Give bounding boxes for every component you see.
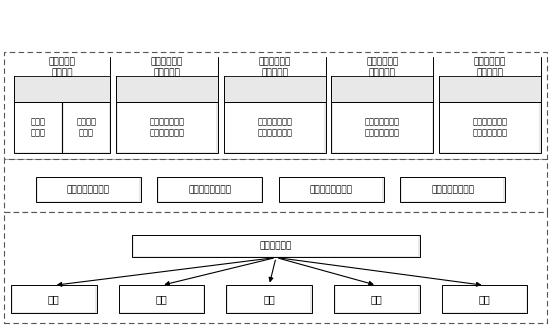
Bar xyxy=(336,286,418,312)
Bar xyxy=(331,102,433,153)
Text: 知识库参
数编辑: 知识库参 数编辑 xyxy=(76,117,97,137)
Text: 浏览: 浏览 xyxy=(479,294,490,304)
Text: 故障类型表的
定义和编辑: 故障类型表的 定义和编辑 xyxy=(151,57,183,77)
Text: 查询: 查询 xyxy=(156,294,167,304)
Bar xyxy=(11,285,97,313)
Bar xyxy=(15,103,61,152)
Bar xyxy=(157,177,262,202)
Bar xyxy=(4,52,547,159)
Text: 知识库的定
义和编辑: 知识库的定 义和编辑 xyxy=(49,57,76,77)
Bar xyxy=(116,57,218,102)
Bar xyxy=(334,285,420,313)
Bar xyxy=(13,286,95,312)
Text: 规则的定义、添
加、修改和删除: 规则的定义、添 加、修改和删除 xyxy=(473,117,507,137)
Bar xyxy=(118,103,216,152)
Bar xyxy=(280,178,382,201)
Bar xyxy=(64,103,109,152)
Text: 知识的一致性检查: 知识的一致性检查 xyxy=(188,185,231,194)
Bar xyxy=(4,159,547,212)
Bar xyxy=(62,102,110,153)
Bar xyxy=(400,177,505,202)
Bar xyxy=(134,236,418,256)
Bar xyxy=(224,57,326,102)
Bar xyxy=(440,103,539,152)
Bar xyxy=(439,102,541,153)
Text: 修改: 修改 xyxy=(263,294,275,304)
Bar xyxy=(402,178,503,201)
Text: 知识的冗余性检查: 知识的冗余性检查 xyxy=(431,185,474,194)
Text: 删除: 删除 xyxy=(371,294,383,304)
Bar xyxy=(279,177,384,202)
Bar xyxy=(224,57,326,76)
Bar xyxy=(443,286,526,312)
Text: 知识的正确性检查: 知识的正确性检查 xyxy=(67,185,110,194)
Bar xyxy=(226,285,312,313)
Bar xyxy=(439,57,541,102)
Bar xyxy=(38,178,139,201)
Text: 故障数据表的
定义和编辑: 故障数据表的 定义和编辑 xyxy=(258,57,291,77)
Bar xyxy=(442,285,527,313)
Text: 类型的定义、添
加、修改和删除: 类型的定义、添 加、修改和删除 xyxy=(150,117,184,137)
Bar xyxy=(331,57,433,76)
Bar xyxy=(225,103,324,152)
Text: 日志的定义、添
加、修改和删除: 日志的定义、添 加、修改和删除 xyxy=(365,117,400,137)
Bar xyxy=(119,285,204,313)
Text: 知识的完备性检查: 知识的完备性检查 xyxy=(310,185,353,194)
Bar xyxy=(159,178,261,201)
Bar xyxy=(333,103,432,152)
Bar xyxy=(4,212,547,323)
Bar xyxy=(132,235,420,257)
Bar xyxy=(224,102,326,153)
Bar xyxy=(116,57,218,76)
Bar xyxy=(14,102,62,153)
Text: 故障日志表的
定义和编辑: 故障日志表的 定义和编辑 xyxy=(366,57,399,77)
Bar xyxy=(120,286,203,312)
Text: 知识库
的编辑: 知识库 的编辑 xyxy=(30,117,46,137)
Bar xyxy=(36,177,141,202)
Text: 知识表的操纵: 知识表的操纵 xyxy=(260,241,292,251)
Text: 数据的定义、添
加、修改和删除: 数据的定义、添 加、修改和删除 xyxy=(257,117,292,137)
Bar xyxy=(14,57,110,76)
Text: 添加: 添加 xyxy=(48,294,60,304)
Bar xyxy=(116,102,218,153)
Bar xyxy=(439,57,541,76)
Bar xyxy=(228,286,310,312)
Text: 故障规则表的
定义和编辑: 故障规则表的 定义和编辑 xyxy=(474,57,506,77)
Bar xyxy=(331,57,433,102)
Bar xyxy=(14,57,110,102)
